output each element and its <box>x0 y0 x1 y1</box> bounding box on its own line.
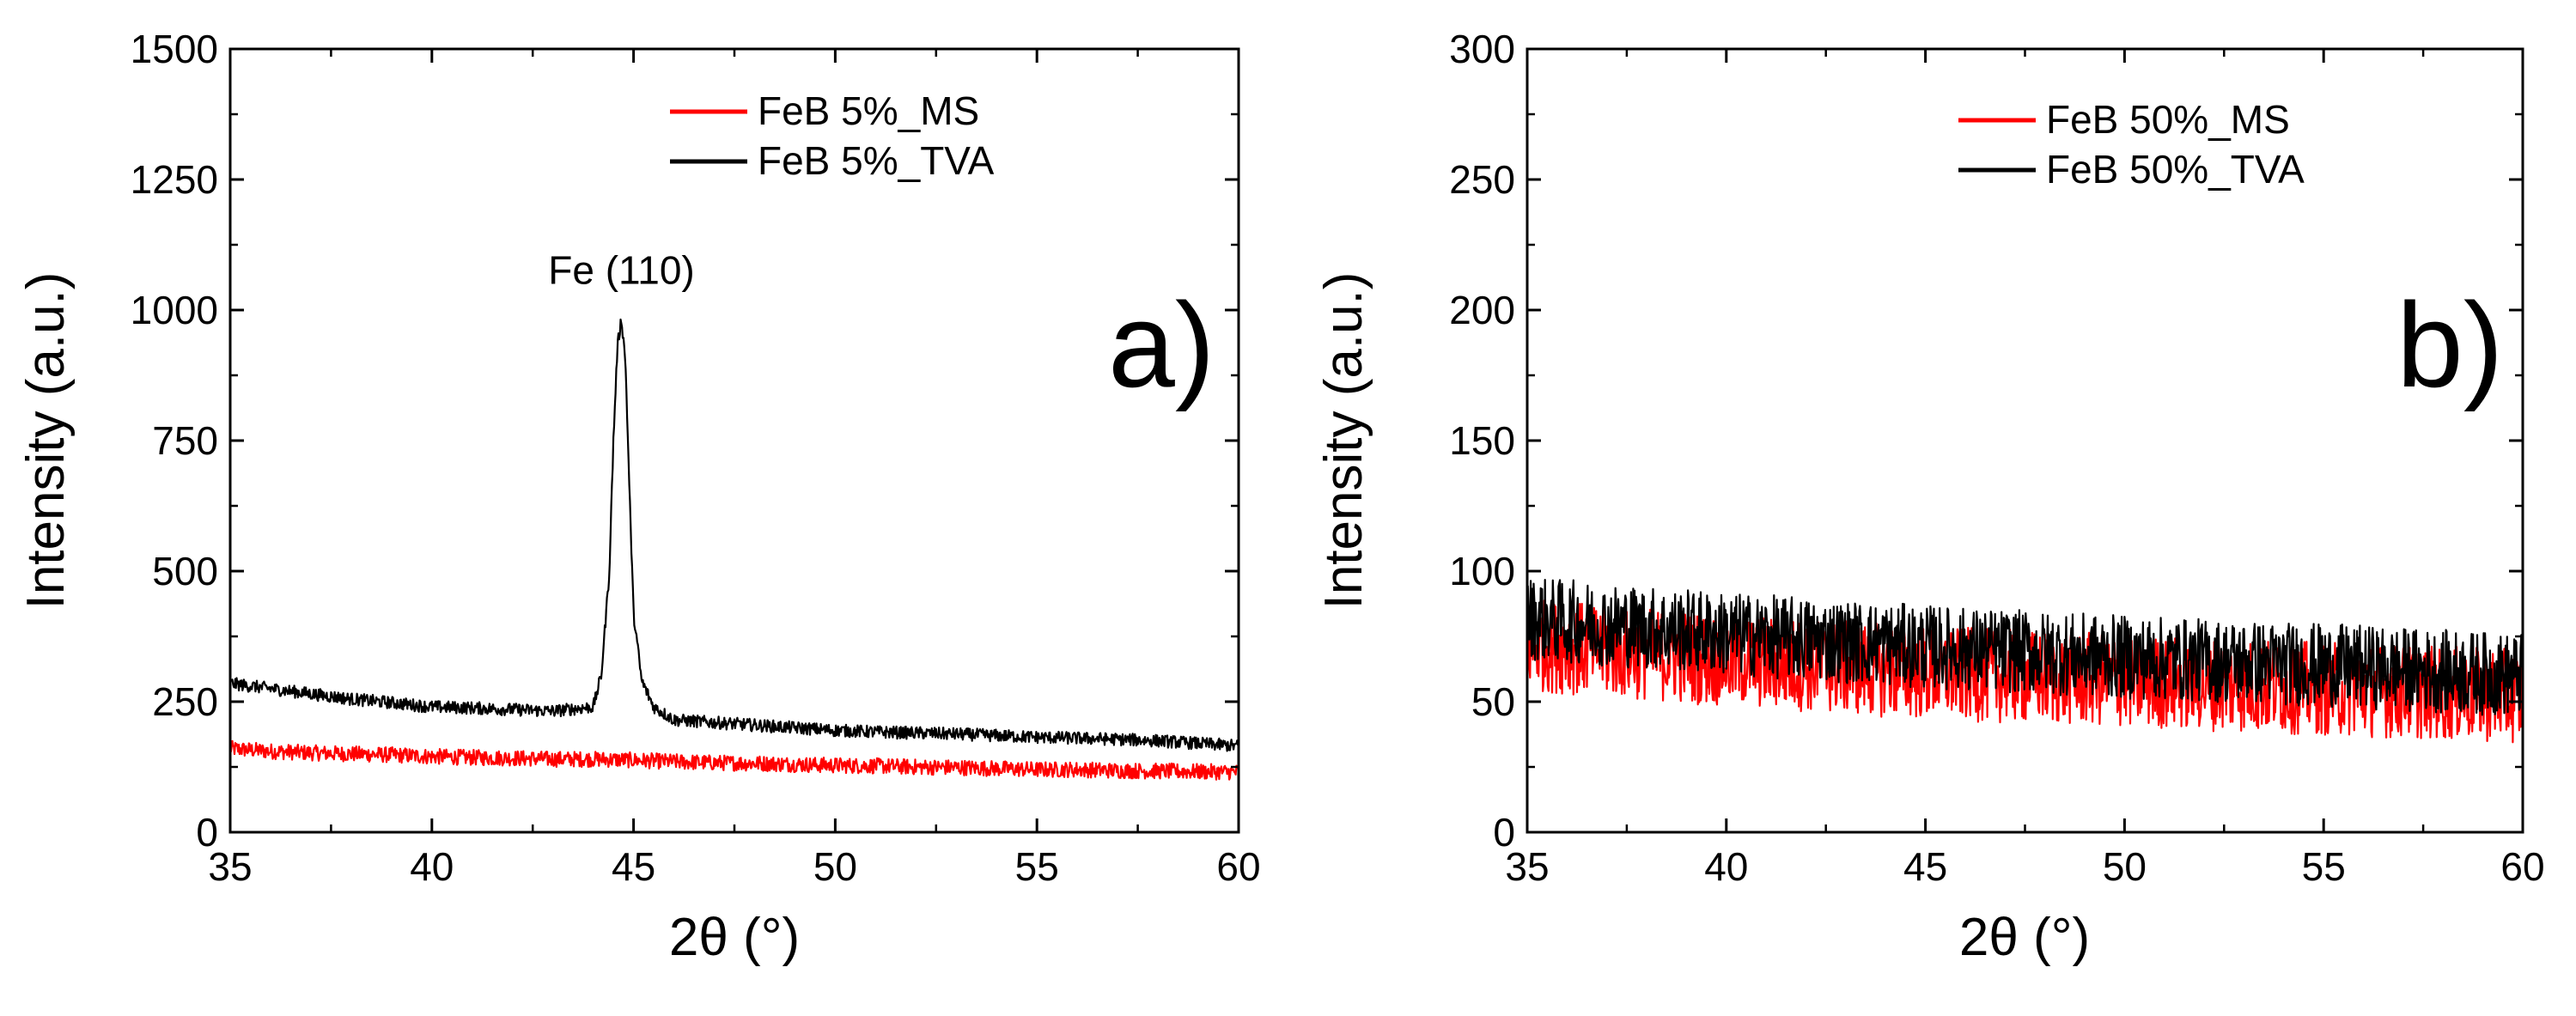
x-tick-label: 60 <box>1216 844 1260 889</box>
y-tick-label: 250 <box>152 679 218 724</box>
panel-label-a: a) <box>1108 277 1215 412</box>
x-axis-title-a: 2θ (°) <box>669 908 800 967</box>
x-tick-label: 55 <box>1015 844 1059 889</box>
y-tick-label: 1250 <box>131 157 218 202</box>
y-tick-label: 200 <box>1449 288 1515 332</box>
series-layer-a <box>228 318 1239 781</box>
x-tick-label: 50 <box>2103 844 2147 889</box>
series-line-feb-5-tva <box>228 318 1239 752</box>
y-tick-label: 100 <box>1449 549 1515 593</box>
ticks-b: 35 40 45 50 55 60 0 50 100 150 200 250 300 <box>1449 27 2544 889</box>
y-tick-label: 750 <box>152 418 218 463</box>
legend-b: FeB 50%_MS FeB 50%_TVA <box>1958 97 2305 192</box>
x-tick-label: 40 <box>410 844 454 889</box>
y-tick-label: 0 <box>1493 810 1515 855</box>
legend-label: FeB 50%_MS <box>2046 97 2290 142</box>
y-tick-label: 500 <box>152 549 218 593</box>
x-tick-label: 45 <box>612 844 655 889</box>
legend-label: FeB 50%_TVA <box>2046 147 2305 192</box>
y-tick-label: 1500 <box>131 27 218 71</box>
x-tick-label: 50 <box>813 844 857 889</box>
x-tick-label: 45 <box>1903 844 1947 889</box>
y-tick-label: 1000 <box>131 288 218 332</box>
y-axis-title-a: Intensity (a.u.) <box>16 272 76 610</box>
legend-label: FeB 5%_MS <box>758 88 979 133</box>
chart-panel-b: 35 40 45 50 55 60 0 50 100 150 200 250 300 2θ (°) In… <box>1314 27 2545 967</box>
x-tick-label: 35 <box>208 844 252 889</box>
series-line-feb-50-tva <box>1526 578 2524 716</box>
x-tick-label: 40 <box>1704 844 1748 889</box>
y-tick-label: 250 <box>1449 157 1515 202</box>
ticks-a: 35 40 45 50 55 60 0 250 500 750 1000 1250 1500 <box>131 27 1261 889</box>
chart-panel-a: 35 40 45 50 55 60 0 250 500 750 1000 1250 1500 2θ (°… <box>16 27 1261 967</box>
y-tick-label: 150 <box>1449 418 1515 463</box>
y-tick-label: 0 <box>196 810 218 855</box>
series-layer-b <box>1526 578 2524 744</box>
x-tick-label: 55 <box>2302 844 2346 889</box>
y-tick-label: 300 <box>1449 27 1515 71</box>
x-tick-label: 60 <box>2500 844 2544 889</box>
legend-a: FeB 5%_MS FeB 5%_TVA <box>670 88 995 183</box>
y-axis-title-b: Intensity (a.u.) <box>1314 272 1373 610</box>
series-line-feb-5-ms <box>228 739 1239 781</box>
annotations-a: Fe (110) <box>548 247 694 292</box>
x-axis-title-b: 2θ (°) <box>1959 908 2090 967</box>
panel-label-b: b) <box>2396 277 2503 412</box>
legend-label: FeB 5%_TVA <box>758 138 995 183</box>
x-tick-label: 35 <box>1505 844 1549 889</box>
peak-annotation: Fe (110) <box>548 247 694 292</box>
y-tick-label: 50 <box>1471 679 1515 724</box>
